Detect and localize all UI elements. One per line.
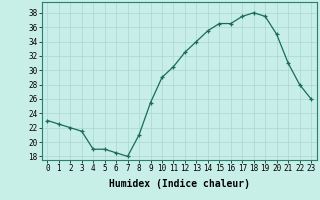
X-axis label: Humidex (Indice chaleur): Humidex (Indice chaleur)	[109, 179, 250, 189]
